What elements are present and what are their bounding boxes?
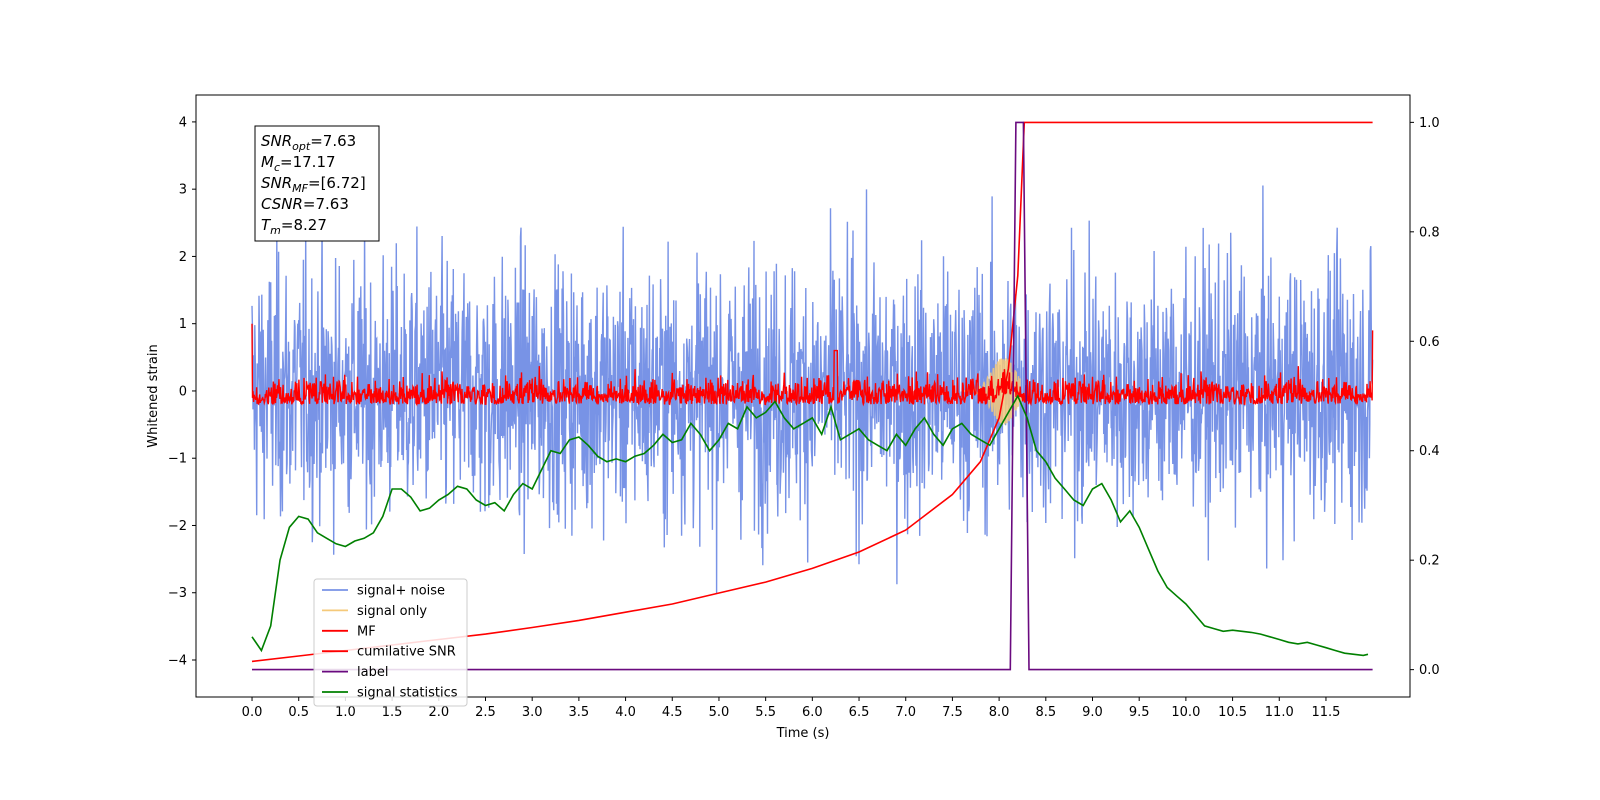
y2-tick-label: 0.2 — [1419, 554, 1440, 569]
y-tick-label: 3 — [179, 183, 187, 198]
x-tick-label: 6.5 — [849, 705, 870, 720]
y-tick-label: −3 — [168, 586, 187, 601]
axes-frame — [195, 94, 1411, 698]
series-signal-noise — [251, 185, 1374, 594]
y2-tick-label: 0.6 — [1419, 335, 1440, 350]
y-axis-right: 1.0 0.8 0.6 0.4 0.2 0.0 — [1410, 116, 1440, 678]
x-tick-label: 8.0 — [989, 705, 1010, 720]
annotation-box-frame — [254, 125, 380, 242]
y-tick-label: −4 — [168, 654, 187, 669]
x-tick-label: 5.5 — [755, 705, 776, 720]
legend-label: cumilative SNR — [357, 645, 456, 660]
x-tick-label: 4.0 — [615, 705, 636, 720]
y-tick-label: 0 — [179, 384, 187, 399]
y2-tick-label: 0.4 — [1419, 444, 1440, 459]
legend-label: signal statistics — [357, 686, 458, 701]
x-tick-label: 3.0 — [522, 705, 543, 720]
y-axis-left: 4 3 2 1 0 −1 −2 −3 −4 — [168, 115, 196, 669]
y2-tick-label: 0.0 — [1419, 663, 1440, 678]
legend: signal+ noise signal only MF cumilative SNR… — [313, 578, 468, 707]
x-tick-label: 8.5 — [1035, 705, 1056, 720]
y2-tick-label: 1.0 — [1419, 116, 1440, 131]
series-mf — [251, 323, 1374, 407]
axes-border — [195, 94, 1411, 698]
y-axis-title: Whitened strain — [146, 344, 161, 447]
annotation-line: SNRopt=7.63 — [261, 132, 356, 153]
x-tick-label: 5.0 — [709, 705, 730, 720]
legend-label: MF — [357, 624, 376, 639]
x-tick-label: 9.5 — [1129, 705, 1150, 720]
x-tick-label: 2.5 — [475, 705, 496, 720]
x-tick-label: 2.0 — [428, 705, 449, 720]
y2-tick-label: 0.8 — [1419, 225, 1440, 240]
x-tick-label: 1.5 — [382, 705, 403, 720]
x-tick-label: 10.0 — [1171, 705, 1200, 720]
series-signal-statistics — [251, 394, 1369, 657]
x-tick-label: 11.5 — [1311, 705, 1340, 720]
stats-annotation-box: SNRopt=7.63Mc=17.17SNRMF=[6.72]CSNR=7.63… — [254, 125, 380, 242]
x-tick-label: 11.0 — [1265, 705, 1294, 720]
annotation-line: Mc=17.17 — [261, 153, 336, 174]
x-tick-label: 10.5 — [1218, 705, 1247, 720]
x-tick-label: 7.0 — [895, 705, 916, 720]
legend-label: label — [357, 665, 388, 680]
x-tick-label: 0.5 — [288, 705, 309, 720]
series-label — [252, 121, 1373, 671]
x-axis: 0.0 0.5 1.0 1.5 2.0 2.5 3.0 3.5 4.0 4.5 5.0 5.5 6.0 6… — [242, 697, 1340, 720]
x-tick-label: 6.0 — [802, 705, 823, 720]
x-tick-label: 9.0 — [1082, 705, 1103, 720]
legend-frame — [313, 578, 468, 707]
x-tick-label: 1.0 — [335, 705, 356, 720]
y-tick-label: 2 — [179, 250, 187, 265]
x-tick-label: 0.0 — [242, 705, 263, 720]
x-tick-label: 4.5 — [662, 705, 683, 720]
legend-label: signal+ noise — [357, 584, 445, 599]
legend-label: signal only — [357, 604, 427, 619]
x-axis-title: Time (s) — [776, 726, 830, 741]
x-tick-label: 3.5 — [569, 705, 590, 720]
y-tick-label: −1 — [168, 452, 187, 467]
y-tick-label: −2 — [168, 519, 187, 534]
annotation-line: Tm=8.27 — [261, 216, 327, 237]
x-tick-label: 7.5 — [942, 705, 963, 720]
annotation-line: CSNR=7.63 — [261, 195, 349, 213]
y-tick-label: 1 — [179, 317, 187, 332]
y-tick-label: 4 — [179, 115, 187, 130]
annotation-line: SNRMF=[6.72] — [261, 174, 366, 195]
